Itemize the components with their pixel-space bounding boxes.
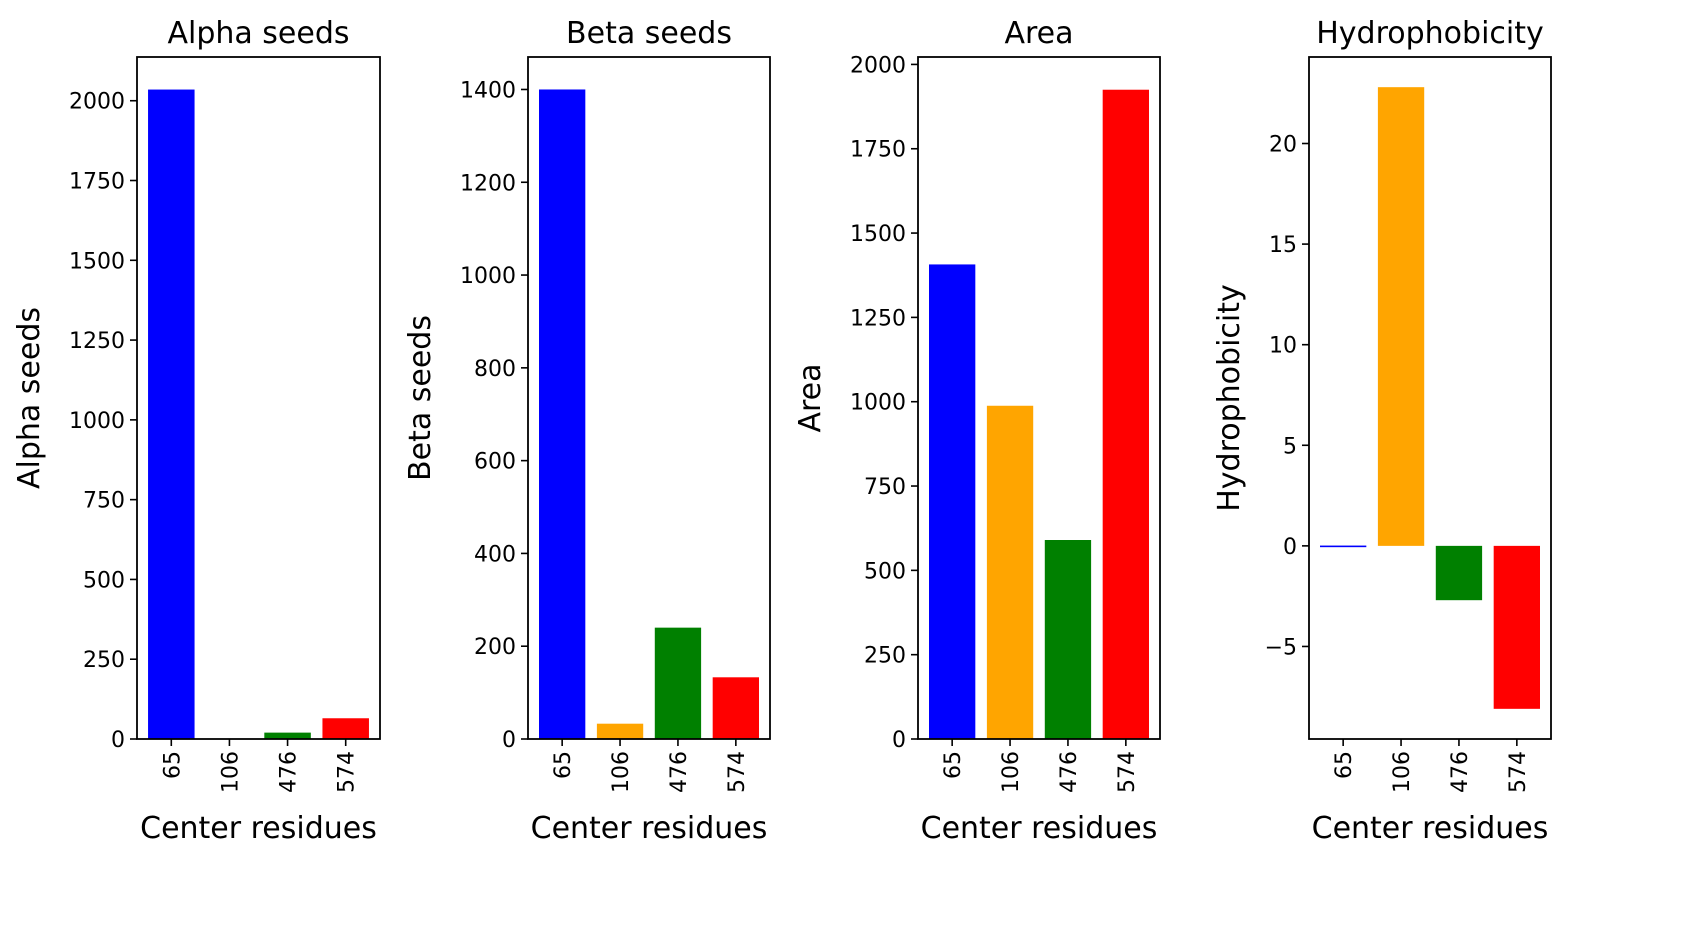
bar-alpha-seeds-65	[148, 89, 195, 740]
y-tick-label: 0	[111, 728, 125, 753]
y-tick-label: 1250	[69, 329, 125, 354]
y-tick-label: 1400	[460, 78, 516, 103]
chart-title: Alpha seeds	[167, 16, 349, 51]
x-tick-label: 106	[1390, 751, 1415, 793]
bar-area-574	[1102, 89, 1149, 740]
y-tick-label: 1200	[460, 171, 516, 196]
y-tick-label: −5	[1265, 635, 1297, 660]
x-tick-label: 65	[1332, 751, 1357, 779]
y-tick-label: 0	[502, 728, 516, 753]
y-tick-label: 10	[1269, 334, 1297, 359]
chart-panel-hydrophobicity: −5 0 5 10 15 20 65 106 476 574 Hydrophobicity Cente…	[1212, 16, 1552, 846]
y-tick-label: 400	[474, 542, 516, 567]
x-axis-label: Center residues	[1312, 811, 1549, 846]
bar-alpha-seeds-476	[264, 732, 311, 739]
x-tick-label: 574	[1115, 751, 1140, 793]
bar-beta-seeds-65	[539, 89, 586, 740]
y-tick-label: 1250	[850, 306, 906, 331]
bar-hydrophobicity-476	[1435, 545, 1483, 601]
bar-beta-seeds-574	[712, 677, 759, 739]
y-tick-label: 250	[864, 644, 906, 669]
bar-beta-seeds-106	[596, 723, 644, 739]
y-tick-label: 1000	[850, 391, 906, 416]
y-tick-label: 1000	[460, 264, 516, 289]
y-tick-label: 500	[864, 559, 906, 584]
y-tick-label: 200	[474, 635, 516, 660]
x-tick-label: 574	[1506, 751, 1531, 793]
plot-frame	[136, 56, 381, 740]
y-tick-label: 750	[83, 489, 125, 514]
y-tick-label: 500	[83, 568, 125, 593]
x-axis-label: Center residues	[531, 811, 768, 846]
bar-area-106	[986, 405, 1034, 739]
bar-alpha-seeds-574	[322, 718, 369, 739]
x-tick-label: 476	[277, 751, 302, 793]
y-axis-label: Area	[793, 363, 828, 432]
y-axis-label: Alpha seeds	[12, 307, 47, 489]
chart-panel-alpha-seeds: 0 250 500 750 1000 1250 1500 1750 2000 65 106 476 57…	[12, 16, 381, 846]
x-tick-label: 106	[609, 751, 634, 793]
y-axis-label: Hydrophobicity	[1212, 284, 1247, 512]
plot-frame	[917, 56, 1161, 740]
y-tick-label: 800	[474, 357, 516, 382]
y-tick-label: 5	[1283, 434, 1297, 459]
chart-panel-beta-seeds: 0 200 400 600 800 1000 1200 1400 65 106 476 574 Beta…	[403, 16, 771, 846]
y-tick-label: 20	[1269, 133, 1297, 158]
x-tick-label: 476	[1057, 751, 1082, 793]
x-tick-label: 65	[941, 751, 966, 779]
y-tick-label: 1000	[69, 409, 125, 434]
y-tick-label: 750	[864, 475, 906, 500]
x-tick-label: 574	[335, 751, 360, 793]
chart-panel-area: 0 250 500 750 1000 1250 1500 1750 2000 65 106 476 57…	[793, 16, 1161, 846]
y-tick-label: 1500	[850, 222, 906, 247]
y-tick-label: 1750	[69, 170, 125, 195]
bar-hydrophobicity-574	[1493, 545, 1540, 709]
y-tick-label: 0	[892, 728, 906, 753]
y-tick-label: 250	[83, 648, 125, 673]
chart-title: Hydrophobicity	[1316, 16, 1544, 51]
bar-hydrophobicity-65	[1320, 545, 1367, 548]
bar-area-476	[1044, 540, 1092, 739]
plot-frame	[527, 56, 771, 740]
x-tick-label: 574	[725, 751, 750, 793]
y-tick-label: 1750	[850, 138, 906, 163]
y-tick-label: 600	[474, 450, 516, 475]
y-axis-label: Beta seeds	[403, 315, 438, 481]
x-axis-label: Center residues	[140, 811, 377, 846]
x-axis-label: Center residues	[921, 811, 1158, 846]
bar-beta-seeds-476	[654, 627, 702, 739]
x-tick-label: 65	[160, 751, 185, 779]
bar-hydrophobicity-106	[1377, 87, 1425, 546]
y-tick-label: 2000	[69, 90, 125, 115]
chart-title: Area	[1004, 16, 1073, 51]
x-tick-label: 476	[667, 751, 692, 793]
x-tick-label: 106	[218, 751, 243, 793]
x-tick-label: 476	[1448, 751, 1473, 793]
y-tick-label: 2000	[850, 53, 906, 78]
x-tick-label: 106	[999, 751, 1024, 793]
x-tick-label: 65	[551, 751, 576, 779]
chart-title: Beta seeds	[566, 16, 732, 51]
plot-frame	[1308, 56, 1552, 740]
y-tick-label: 15	[1269, 233, 1297, 258]
y-tick-label: 0	[1283, 535, 1297, 560]
y-tick-label: 1500	[69, 249, 125, 274]
bar-area-65	[929, 264, 976, 739]
